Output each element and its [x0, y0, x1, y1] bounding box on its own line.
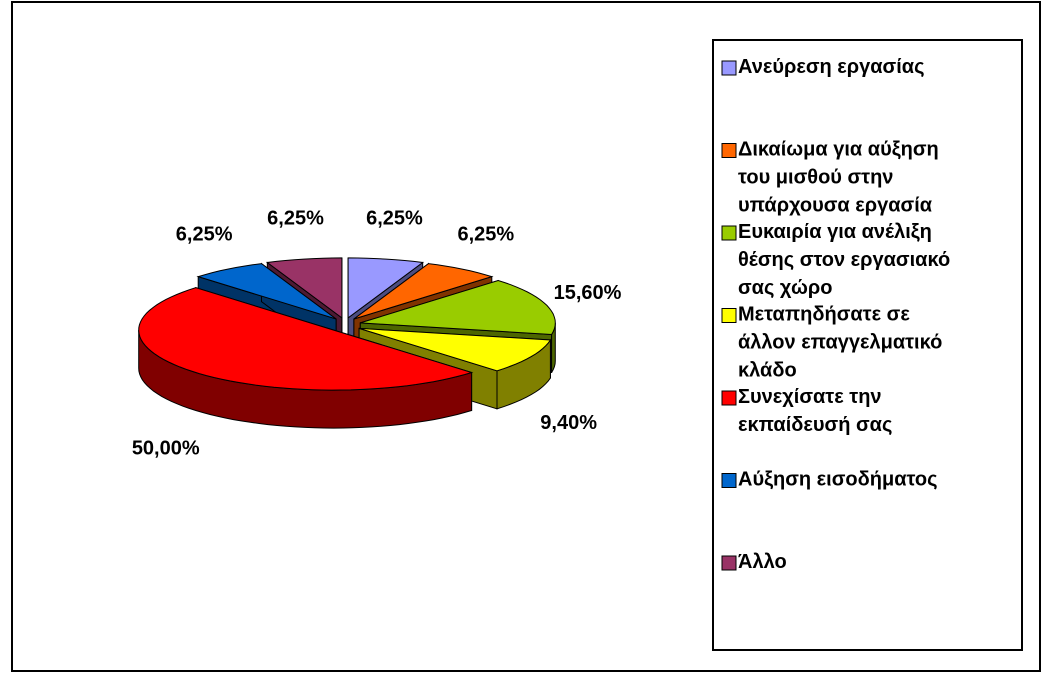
legend-swatch — [721, 308, 737, 323]
legend-label: Μεταπηδήσατε σε άλλον επαγγελματικό κλάδο — [738, 304, 942, 382]
data-label: 6,25% — [267, 207, 324, 229]
slice — [358, 327, 552, 372]
data-label: 6,25% — [457, 223, 514, 245]
legend-swatch — [721, 225, 737, 241]
legend-box — [712, 39, 1023, 651]
legend-label: Δικαίωμα για αύξηση του μισθού στην υπάρχο… — [738, 139, 939, 217]
legend-label: Ανεύρεση εργασίας — [738, 56, 925, 78]
slice — [360, 279, 556, 336]
legend-label: Ευκαιρία για ανέλιξη θέσης στον εργασιακό… — [738, 221, 950, 299]
slice — [265, 257, 343, 319]
legend-swatch — [721, 555, 737, 571]
data-label: 6,25% — [176, 223, 233, 245]
legend-swatch — [721, 390, 737, 406]
data-label: 6,25% — [366, 207, 423, 229]
legend-label: Συνεχίσατε την εκπαίδευσή σας — [738, 386, 892, 436]
slice — [196, 263, 337, 320]
legend-swatch — [721, 60, 737, 76]
legend-swatch — [721, 143, 737, 158]
slice — [138, 287, 474, 391]
slice — [347, 257, 425, 319]
data-label: 15,60% — [554, 282, 622, 304]
data-label: 9,40% — [540, 412, 597, 434]
legend-label: Αύξηση εισοδήματος — [738, 469, 937, 491]
legend-label: Άλλο — [738, 551, 787, 573]
data-label: 50,00% — [132, 438, 200, 460]
slice — [353, 263, 494, 320]
legend-swatch — [721, 473, 737, 488]
